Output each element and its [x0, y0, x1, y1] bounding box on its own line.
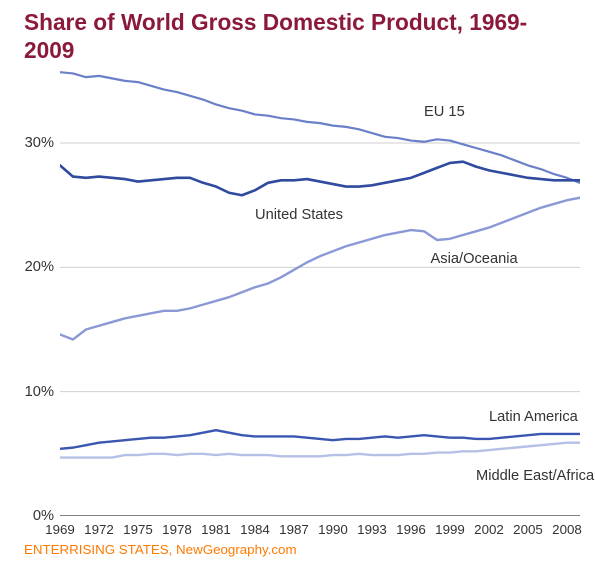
plot-area: [60, 56, 580, 516]
series-label-mea: Middle East/Africa: [476, 468, 594, 484]
series-line-eu15: [60, 72, 580, 183]
series-line-latam: [60, 430, 580, 449]
series-label-latam: Latin America: [489, 409, 578, 425]
chart-container: Share of World Gross Domestic Product, 1…: [0, 0, 595, 571]
series-line-usa: [60, 162, 580, 196]
x-tick-label: 2002: [474, 522, 504, 537]
y-tick-label: 20%: [16, 259, 54, 275]
x-tick-label: 1996: [396, 522, 426, 537]
x-tick-label: 1993: [357, 522, 387, 537]
x-tick-label: 1999: [435, 522, 465, 537]
x-tick-label: 1978: [162, 522, 192, 537]
x-tick-label: 1969: [45, 522, 75, 537]
x-tick-label: 2008: [552, 522, 582, 537]
y-tick-label: 10%: [16, 384, 54, 400]
x-tick-label: 1987: [279, 522, 309, 537]
series-line-mea: [60, 443, 580, 458]
series-label-usa: United States: [255, 207, 343, 223]
series-label-eu15: EU 15: [424, 104, 465, 120]
x-tick-label: 1975: [123, 522, 153, 537]
chart-svg: [60, 56, 580, 516]
x-tick-label: 2005: [513, 522, 543, 537]
series-label-asia: Asia/Oceania: [431, 251, 518, 267]
source-credit: ENTERRISING STATES, NewGeography.com: [24, 542, 297, 557]
x-tick-label: 1990: [318, 522, 348, 537]
y-tick-label: 30%: [16, 135, 54, 151]
x-tick-label: 1972: [84, 522, 114, 537]
x-tick-label: 1981: [201, 522, 231, 537]
x-tick-label: 1984: [240, 522, 270, 537]
